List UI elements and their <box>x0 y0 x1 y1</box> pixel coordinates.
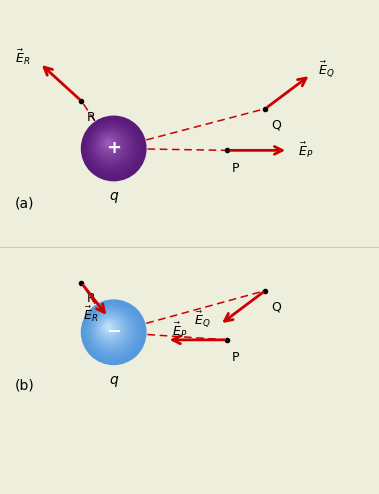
Circle shape <box>92 311 131 349</box>
Circle shape <box>85 304 140 359</box>
Circle shape <box>85 120 140 175</box>
Circle shape <box>106 325 110 329</box>
Text: P: P <box>232 351 240 364</box>
Text: −: − <box>106 323 121 341</box>
Circle shape <box>91 309 133 351</box>
Text: +: + <box>106 139 121 158</box>
Text: R: R <box>87 111 96 124</box>
Circle shape <box>106 141 110 145</box>
Text: $\vec{E}_{R}$: $\vec{E}_{R}$ <box>83 304 99 324</box>
Text: Q: Q <box>271 118 281 131</box>
Text: (a): (a) <box>15 197 34 211</box>
Circle shape <box>88 307 136 355</box>
Circle shape <box>97 316 123 342</box>
Circle shape <box>105 140 112 146</box>
Circle shape <box>93 128 129 164</box>
Circle shape <box>96 315 125 344</box>
Circle shape <box>104 323 114 332</box>
Text: Q: Q <box>271 300 281 313</box>
Circle shape <box>103 137 116 150</box>
Circle shape <box>95 313 127 345</box>
Text: $\vec{E}_{Q}$: $\vec{E}_{Q}$ <box>318 59 335 79</box>
Circle shape <box>87 122 138 173</box>
Circle shape <box>100 135 119 154</box>
Circle shape <box>99 317 121 340</box>
Text: P: P <box>232 162 240 175</box>
Circle shape <box>84 119 142 177</box>
Circle shape <box>96 131 125 160</box>
Circle shape <box>99 133 121 156</box>
Circle shape <box>83 301 144 363</box>
Text: $q$: $q$ <box>108 374 119 389</box>
Circle shape <box>104 139 114 148</box>
Circle shape <box>81 300 146 365</box>
Circle shape <box>97 132 123 158</box>
Circle shape <box>89 124 135 169</box>
Text: $q$: $q$ <box>108 190 119 205</box>
Circle shape <box>101 320 117 336</box>
Circle shape <box>95 129 127 162</box>
Circle shape <box>105 324 112 330</box>
Circle shape <box>87 305 138 357</box>
Text: R: R <box>87 292 96 305</box>
Circle shape <box>81 116 146 181</box>
Circle shape <box>89 308 135 353</box>
Text: $\vec{E}_{Q}$: $\vec{E}_{Q}$ <box>194 309 210 329</box>
Text: $\vec{E}_{P}$: $\vec{E}_{P}$ <box>172 321 188 340</box>
Circle shape <box>92 127 131 165</box>
Circle shape <box>91 125 133 167</box>
Circle shape <box>103 321 116 334</box>
Circle shape <box>100 319 119 338</box>
Circle shape <box>88 123 136 171</box>
Text: $\vec{E}_{R}$: $\vec{E}_{R}$ <box>15 48 30 67</box>
Circle shape <box>93 312 129 347</box>
Circle shape <box>83 118 144 179</box>
Text: (b): (b) <box>15 379 35 393</box>
Circle shape <box>101 136 117 152</box>
Text: $\vec{E}_{P}$: $\vec{E}_{P}$ <box>298 141 313 160</box>
Circle shape <box>84 303 142 361</box>
